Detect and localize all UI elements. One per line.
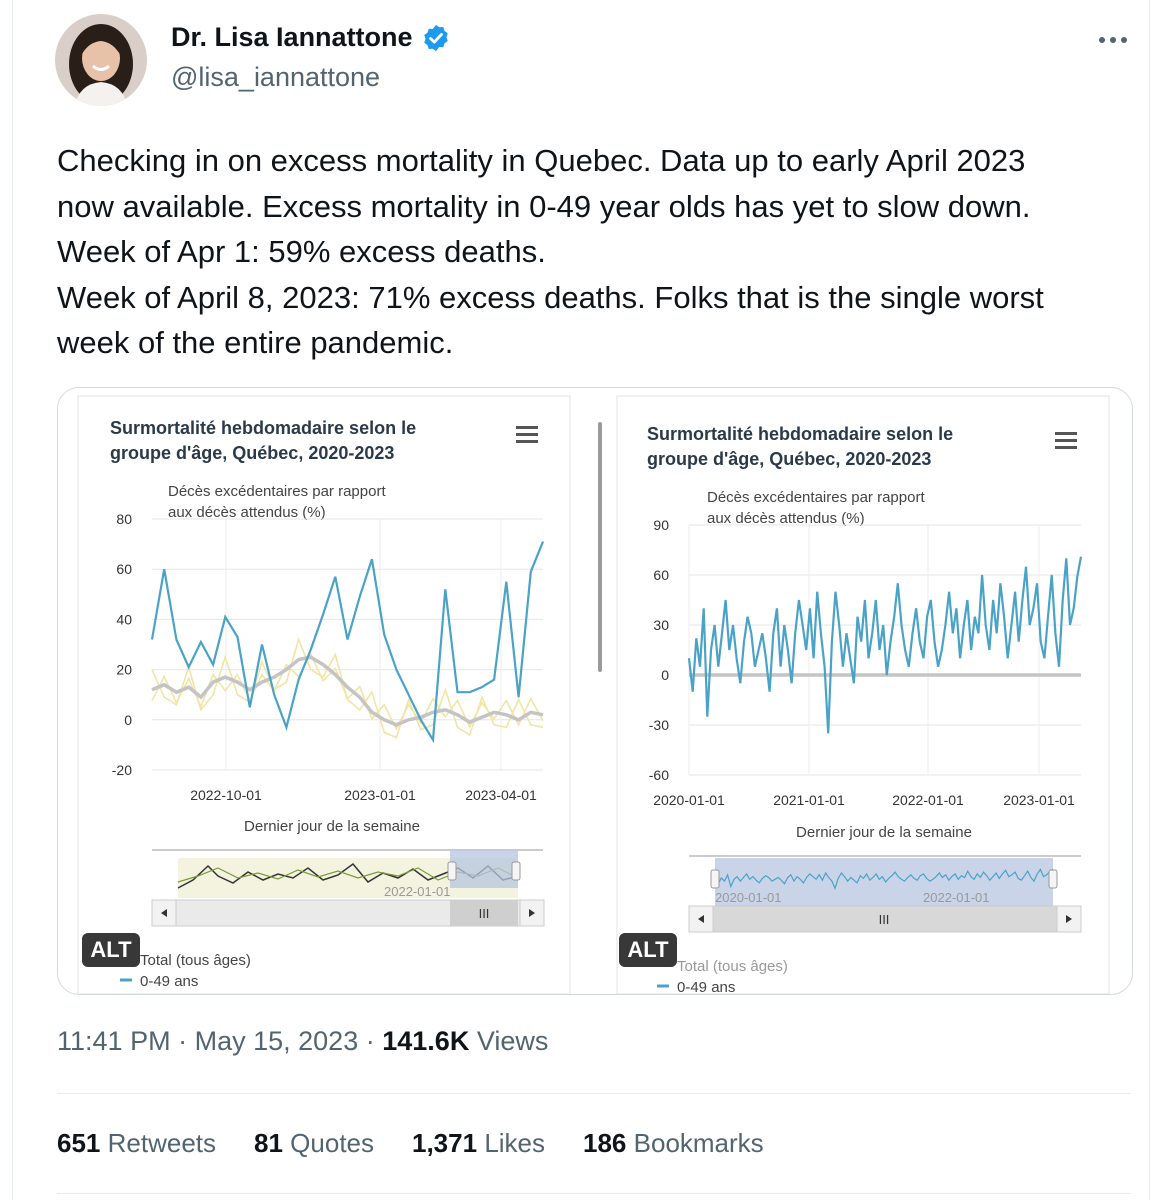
- chart-title-line1: Surmortalité hebdomadaire selon le: [647, 424, 953, 444]
- x-tick-label: 2023-01-01: [1003, 792, 1075, 808]
- series-line-0-49: [150, 541, 545, 744]
- navigator-date-label: 2022-01-01: [384, 884, 451, 899]
- y-tick-label: -30: [649, 717, 669, 733]
- y-tick-label: 90: [653, 517, 669, 533]
- scroll-left-icon[interactable]: [698, 915, 704, 923]
- alt-badge[interactable]: ALT: [82, 933, 140, 967]
- navigator-date-label: 2020-01-01: [715, 890, 782, 905]
- chart-title-line2: groupe d'âge, Québec, 2020-2023: [647, 449, 931, 469]
- retweets-count: 651: [57, 1128, 101, 1158]
- svg-text:III: III: [479, 906, 490, 921]
- menu-icon[interactable]: [1055, 432, 1077, 449]
- scroll-left-icon[interactable]: [161, 909, 167, 917]
- likes-stat[interactable]: 1,371 Likes: [412, 1128, 545, 1159]
- divider: [57, 1093, 1131, 1094]
- tweet-time[interactable]: 11:41 PM: [57, 1026, 171, 1056]
- x-tick-label: 2022-10-01: [190, 787, 262, 803]
- y-tick-label: 0: [124, 712, 132, 728]
- y-tick-label: -60: [649, 767, 669, 783]
- y-tick-label: -20: [112, 762, 132, 778]
- scrollbar-thumb[interactable]: [598, 422, 602, 672]
- legend-total[interactable]: Total (tous âges): [677, 958, 788, 975]
- chart-title-line2: groupe d'âge, Québec, 2020-2023: [110, 443, 394, 463]
- range-navigator[interactable]: 2022-01-01 III: [151, 849, 545, 927]
- legend-series[interactable]: 0-49 ans: [677, 979, 735, 994]
- y-axis-label-line2: aux décès attendus (%): [707, 510, 865, 527]
- x-tick-label: 2021-01-01: [773, 792, 845, 808]
- bookmarks-stat[interactable]: 186 Bookmarks: [583, 1128, 764, 1159]
- chart-image-left[interactable]: Surmortalité hebdomadaire selon le group…: [58, 388, 591, 994]
- author-handle[interactable]: @lisa_iannattone: [171, 62, 381, 92]
- quotes-count: 81: [254, 1128, 283, 1158]
- y-axis-label-line1: Décès excédentaires par rapport: [168, 483, 386, 500]
- x-tick-label: 2023-01-01: [344, 787, 416, 803]
- y-tick-label: 30: [653, 617, 669, 633]
- tweet-line: Checking in on excess mortality in Quebe…: [57, 143, 1026, 178]
- range-navigator[interactable]: 2020-01-01 2022-01-01 III: [688, 855, 1082, 933]
- chart-image-right[interactable]: Surmortalité hebdomadaire selon le group…: [611, 388, 1132, 994]
- likes-count: 1,371: [412, 1128, 478, 1158]
- tweet-meta: 11:41 PM · May 15, 2023 · 141.6K Views: [57, 1026, 548, 1057]
- y-tick-label: 40: [116, 611, 132, 627]
- divider: [57, 1193, 1131, 1194]
- tweet-card: Dr. Lisa Iannattone @lisa_iannattone Che…: [12, 0, 1150, 1200]
- avatar[interactable]: [55, 14, 147, 106]
- y-tick-label: 60: [116, 561, 132, 577]
- y-tick-label: 80: [116, 511, 132, 527]
- y-axis-label-line2: aux décès attendus (%): [168, 504, 326, 521]
- verified-badge-icon: [423, 24, 448, 51]
- tweet-line: now available. Excess mortality in 0-49 …: [57, 188, 1031, 224]
- svg-text:III: III: [879, 912, 890, 927]
- more-options-icon[interactable]: [1093, 22, 1133, 58]
- views-label: Views: [476, 1026, 549, 1056]
- y-tick-label: 60: [653, 567, 669, 583]
- views-count: 141.6K: [382, 1026, 470, 1056]
- navigator-date-label: 2022-01-01: [923, 890, 990, 905]
- y-tick-label: 20: [116, 662, 132, 678]
- scroll-track[interactable]: [591, 388, 611, 994]
- tweet-line: Week of April 8, 2023: 71% excess deaths…: [57, 279, 1044, 315]
- tweet-text: Checking in on excess mortality in Quebe…: [57, 138, 1137, 366]
- quotes-stat[interactable]: 81 Quotes: [254, 1128, 374, 1159]
- y-axis-label-line1: Décès excédentaires par rapport: [707, 489, 925, 506]
- series-line-total: [151, 655, 544, 727]
- bookmarks-label: Bookmarks: [633, 1128, 764, 1158]
- tweet-date[interactable]: May 15, 2023: [194, 1026, 359, 1056]
- x-axis-label: Dernier jour de la semaine: [796, 824, 972, 841]
- chart-right: Surmortalité hebdomadaire selon le group…: [616, 395, 1110, 994]
- retweets-label: Retweets: [107, 1128, 217, 1158]
- scroll-right-icon[interactable]: [529, 909, 535, 917]
- chart-title-line1: Surmortalité hebdomadaire selon le: [110, 418, 416, 438]
- bookmarks-count: 186: [583, 1128, 627, 1158]
- alt-badge[interactable]: ALT: [619, 933, 677, 967]
- author-name[interactable]: Dr. Lisa Iannattone: [171, 22, 413, 52]
- tweet-line: Week of Apr 1: 59% excess deaths.: [57, 234, 546, 269]
- x-tick-label: 2023-04-01: [465, 787, 537, 803]
- retweets-stat[interactable]: 651 Retweets: [57, 1128, 216, 1159]
- x-tick-label: 2020-01-01: [653, 792, 725, 808]
- avatar-photo-icon: [55, 14, 147, 106]
- scroll-right-icon[interactable]: [1066, 915, 1072, 923]
- legend-total[interactable]: Total (tous âges): [140, 952, 251, 969]
- quotes-label: Quotes: [290, 1128, 374, 1158]
- x-tick-label: 2022-01-01: [892, 792, 964, 808]
- x-axis-label: Dernier jour de la semaine: [244, 818, 420, 835]
- tweet-line: week of the entire pandemic.: [57, 325, 454, 360]
- y-tick-label: 0: [661, 667, 669, 683]
- legend-series[interactable]: 0-49 ans: [140, 973, 198, 990]
- author-name-row[interactable]: Dr. Lisa Iannattone: [171, 22, 451, 53]
- series-line-0-49: [687, 556, 1083, 734]
- likes-label: Likes: [484, 1128, 546, 1158]
- menu-icon[interactable]: [516, 426, 538, 443]
- media-grid[interactable]: Surmortalité hebdomadaire selon le group…: [57, 387, 1133, 995]
- engagement-stats: 651 Retweets 81 Quotes 1,371 Likes 186 B…: [57, 1128, 764, 1159]
- meta-separator: ·: [365, 1026, 375, 1056]
- chart-left: Surmortalité hebdomadaire selon le group…: [77, 395, 571, 994]
- meta-separator: ·: [178, 1026, 188, 1056]
